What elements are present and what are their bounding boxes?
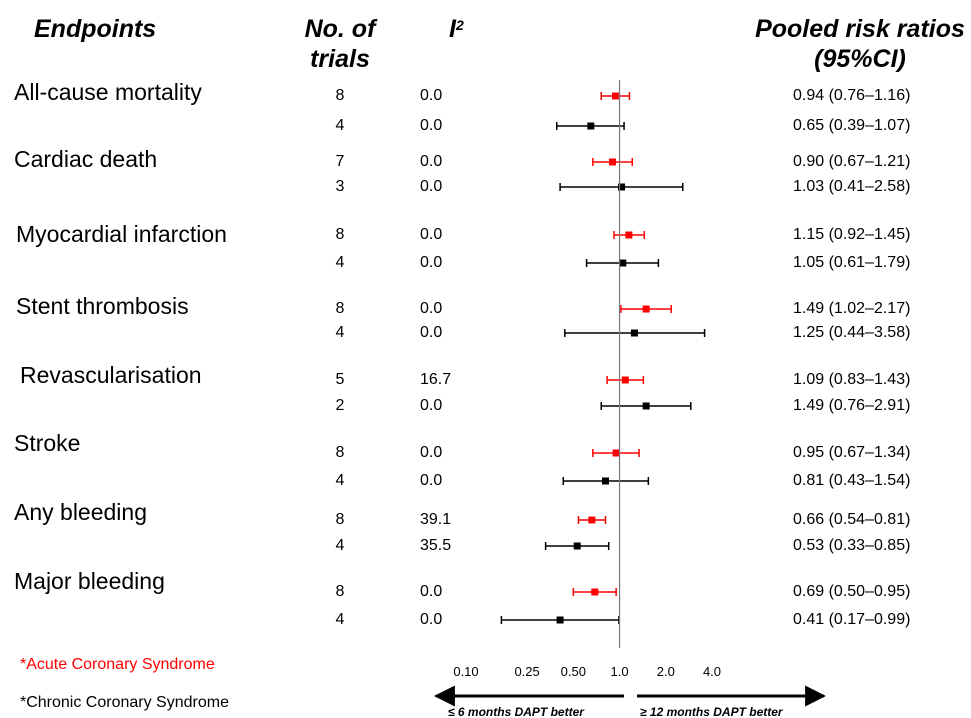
trials-count: 8 bbox=[335, 444, 345, 461]
x-tick-label: 0.25 bbox=[514, 664, 539, 679]
right-direction-label: ≥ 12 months DAPT better bbox=[640, 705, 784, 718]
point-estimate bbox=[621, 376, 629, 384]
i2-value: 39.1 bbox=[420, 511, 452, 528]
i2-value: 0.0 bbox=[420, 397, 443, 414]
rr-header-line1: Pooled risk ratios bbox=[755, 15, 965, 43]
x-tick-label: 2.0 bbox=[657, 664, 675, 679]
endpoint-name: Major bleeding bbox=[14, 568, 165, 594]
x-tick-label: 1.0 bbox=[611, 664, 629, 679]
point-estimate bbox=[591, 588, 599, 596]
i2-header-letter: I bbox=[449, 15, 456, 43]
rr-label: 1.25 (0.44–3.58) bbox=[793, 324, 911, 341]
trials-count: 8 bbox=[335, 583, 345, 600]
trials-count: 4 bbox=[335, 254, 345, 271]
trials-count: 4 bbox=[335, 611, 345, 628]
rr-label: 1.03 (0.41–2.58) bbox=[793, 178, 911, 195]
trials-header-line1: No. of bbox=[304, 15, 376, 43]
trials-count: 2 bbox=[335, 397, 345, 414]
i2-value: 0.0 bbox=[420, 153, 443, 170]
point-estimate bbox=[612, 449, 620, 457]
rr-label: 1.49 (1.02–2.17) bbox=[793, 300, 911, 317]
rr-label: 0.95 (0.67–1.34) bbox=[793, 444, 911, 461]
endpoint-name: Revascularisation bbox=[20, 362, 202, 388]
endpoint-name: Stroke bbox=[14, 430, 81, 456]
trials-count: 4 bbox=[335, 537, 345, 554]
x-tick-label: 4.0 bbox=[703, 664, 721, 679]
endpoint-name: Myocardial infarction bbox=[16, 221, 227, 247]
point-estimate bbox=[618, 183, 626, 191]
i2-value: 0.0 bbox=[420, 178, 443, 195]
trials-count: 7 bbox=[335, 153, 345, 170]
rr-header: Pooled risk ratios (95%CI) bbox=[730, 14, 971, 74]
point-estimate bbox=[611, 92, 619, 100]
rr-label: 1.09 (0.83–1.43) bbox=[793, 371, 911, 388]
trials-count: 8 bbox=[335, 226, 345, 243]
endpoint-name: Stent thrombosis bbox=[16, 293, 189, 319]
point-estimate bbox=[601, 477, 609, 485]
i2-value: 35.5 bbox=[420, 537, 452, 554]
trials-count: 4 bbox=[335, 472, 345, 489]
point-estimate bbox=[630, 329, 638, 337]
i2-value: 0.0 bbox=[420, 226, 443, 243]
rr-header-line2: (95%CI) bbox=[814, 45, 906, 73]
trials-count: 4 bbox=[335, 324, 345, 341]
i2-value: 0.0 bbox=[420, 472, 443, 489]
rr-label: 0.94 (0.76–1.16) bbox=[793, 87, 911, 104]
rr-label: 1.49 (0.76–2.91) bbox=[793, 397, 911, 414]
i2-header-superscript: 2 bbox=[455, 17, 464, 33]
rr-label: 1.15 (0.92–1.45) bbox=[793, 226, 911, 243]
point-estimate bbox=[573, 542, 581, 550]
legend-ccs: *Chronic Coronary Syndrome bbox=[20, 694, 229, 711]
rr-label: 0.65 (0.39–1.07) bbox=[793, 117, 911, 134]
i2-value: 0.0 bbox=[420, 300, 443, 317]
trials-count: 4 bbox=[335, 117, 345, 134]
rr-label: 0.66 (0.54–0.81) bbox=[793, 511, 911, 528]
i2-value: 0.0 bbox=[420, 324, 443, 341]
x-tick-label: 0.10 bbox=[453, 664, 478, 679]
endpoint-name: Any bleeding bbox=[14, 499, 147, 525]
point-estimate bbox=[587, 122, 595, 130]
rr-label: 0.81 (0.43–1.54) bbox=[793, 472, 911, 489]
rr-label: 0.53 (0.33–0.85) bbox=[793, 537, 911, 554]
i2-value: 0.0 bbox=[420, 87, 443, 104]
point-estimate bbox=[625, 231, 633, 239]
point-estimate bbox=[642, 402, 650, 410]
rr-label: 0.41 (0.17–0.99) bbox=[793, 611, 911, 628]
rr-label: 1.05 (0.61–1.79) bbox=[793, 254, 911, 271]
i2-value: 0.0 bbox=[420, 444, 443, 461]
i2-header: I2 bbox=[449, 14, 464, 44]
trials-header: No. of trials bbox=[300, 14, 380, 74]
rr-label: 0.90 (0.67–1.21) bbox=[793, 153, 911, 170]
point-estimate bbox=[609, 158, 617, 166]
i2-value: 16.7 bbox=[420, 371, 452, 388]
endpoint-name: All-cause mortality bbox=[14, 79, 202, 105]
i2-value: 0.0 bbox=[420, 117, 443, 134]
point-estimate bbox=[556, 616, 564, 624]
point-estimate bbox=[619, 259, 627, 267]
trials-count: 3 bbox=[335, 178, 345, 195]
endpoint-name: Cardiac death bbox=[14, 146, 158, 172]
trials-count: 5 bbox=[335, 371, 345, 388]
rr-label: 0.69 (0.50–0.95) bbox=[793, 583, 911, 600]
trials-header-line2: trials bbox=[310, 45, 370, 73]
point-estimate bbox=[642, 305, 650, 313]
i2-value: 0.0 bbox=[420, 611, 443, 628]
legend-acs: *Acute Coronary Syndrome bbox=[20, 656, 215, 673]
i2-value: 0.0 bbox=[420, 583, 443, 600]
x-tick-label: 0.50 bbox=[561, 664, 586, 679]
trials-count: 8 bbox=[335, 87, 345, 104]
i2-value: 0.0 bbox=[420, 254, 443, 271]
trials-count: 8 bbox=[335, 511, 345, 528]
trials-count: 8 bbox=[335, 300, 345, 317]
point-estimate bbox=[588, 516, 596, 524]
endpoints-header: Endpoints bbox=[34, 15, 157, 43]
left-direction-label: ≤ 6 months DAPT better bbox=[448, 705, 585, 718]
